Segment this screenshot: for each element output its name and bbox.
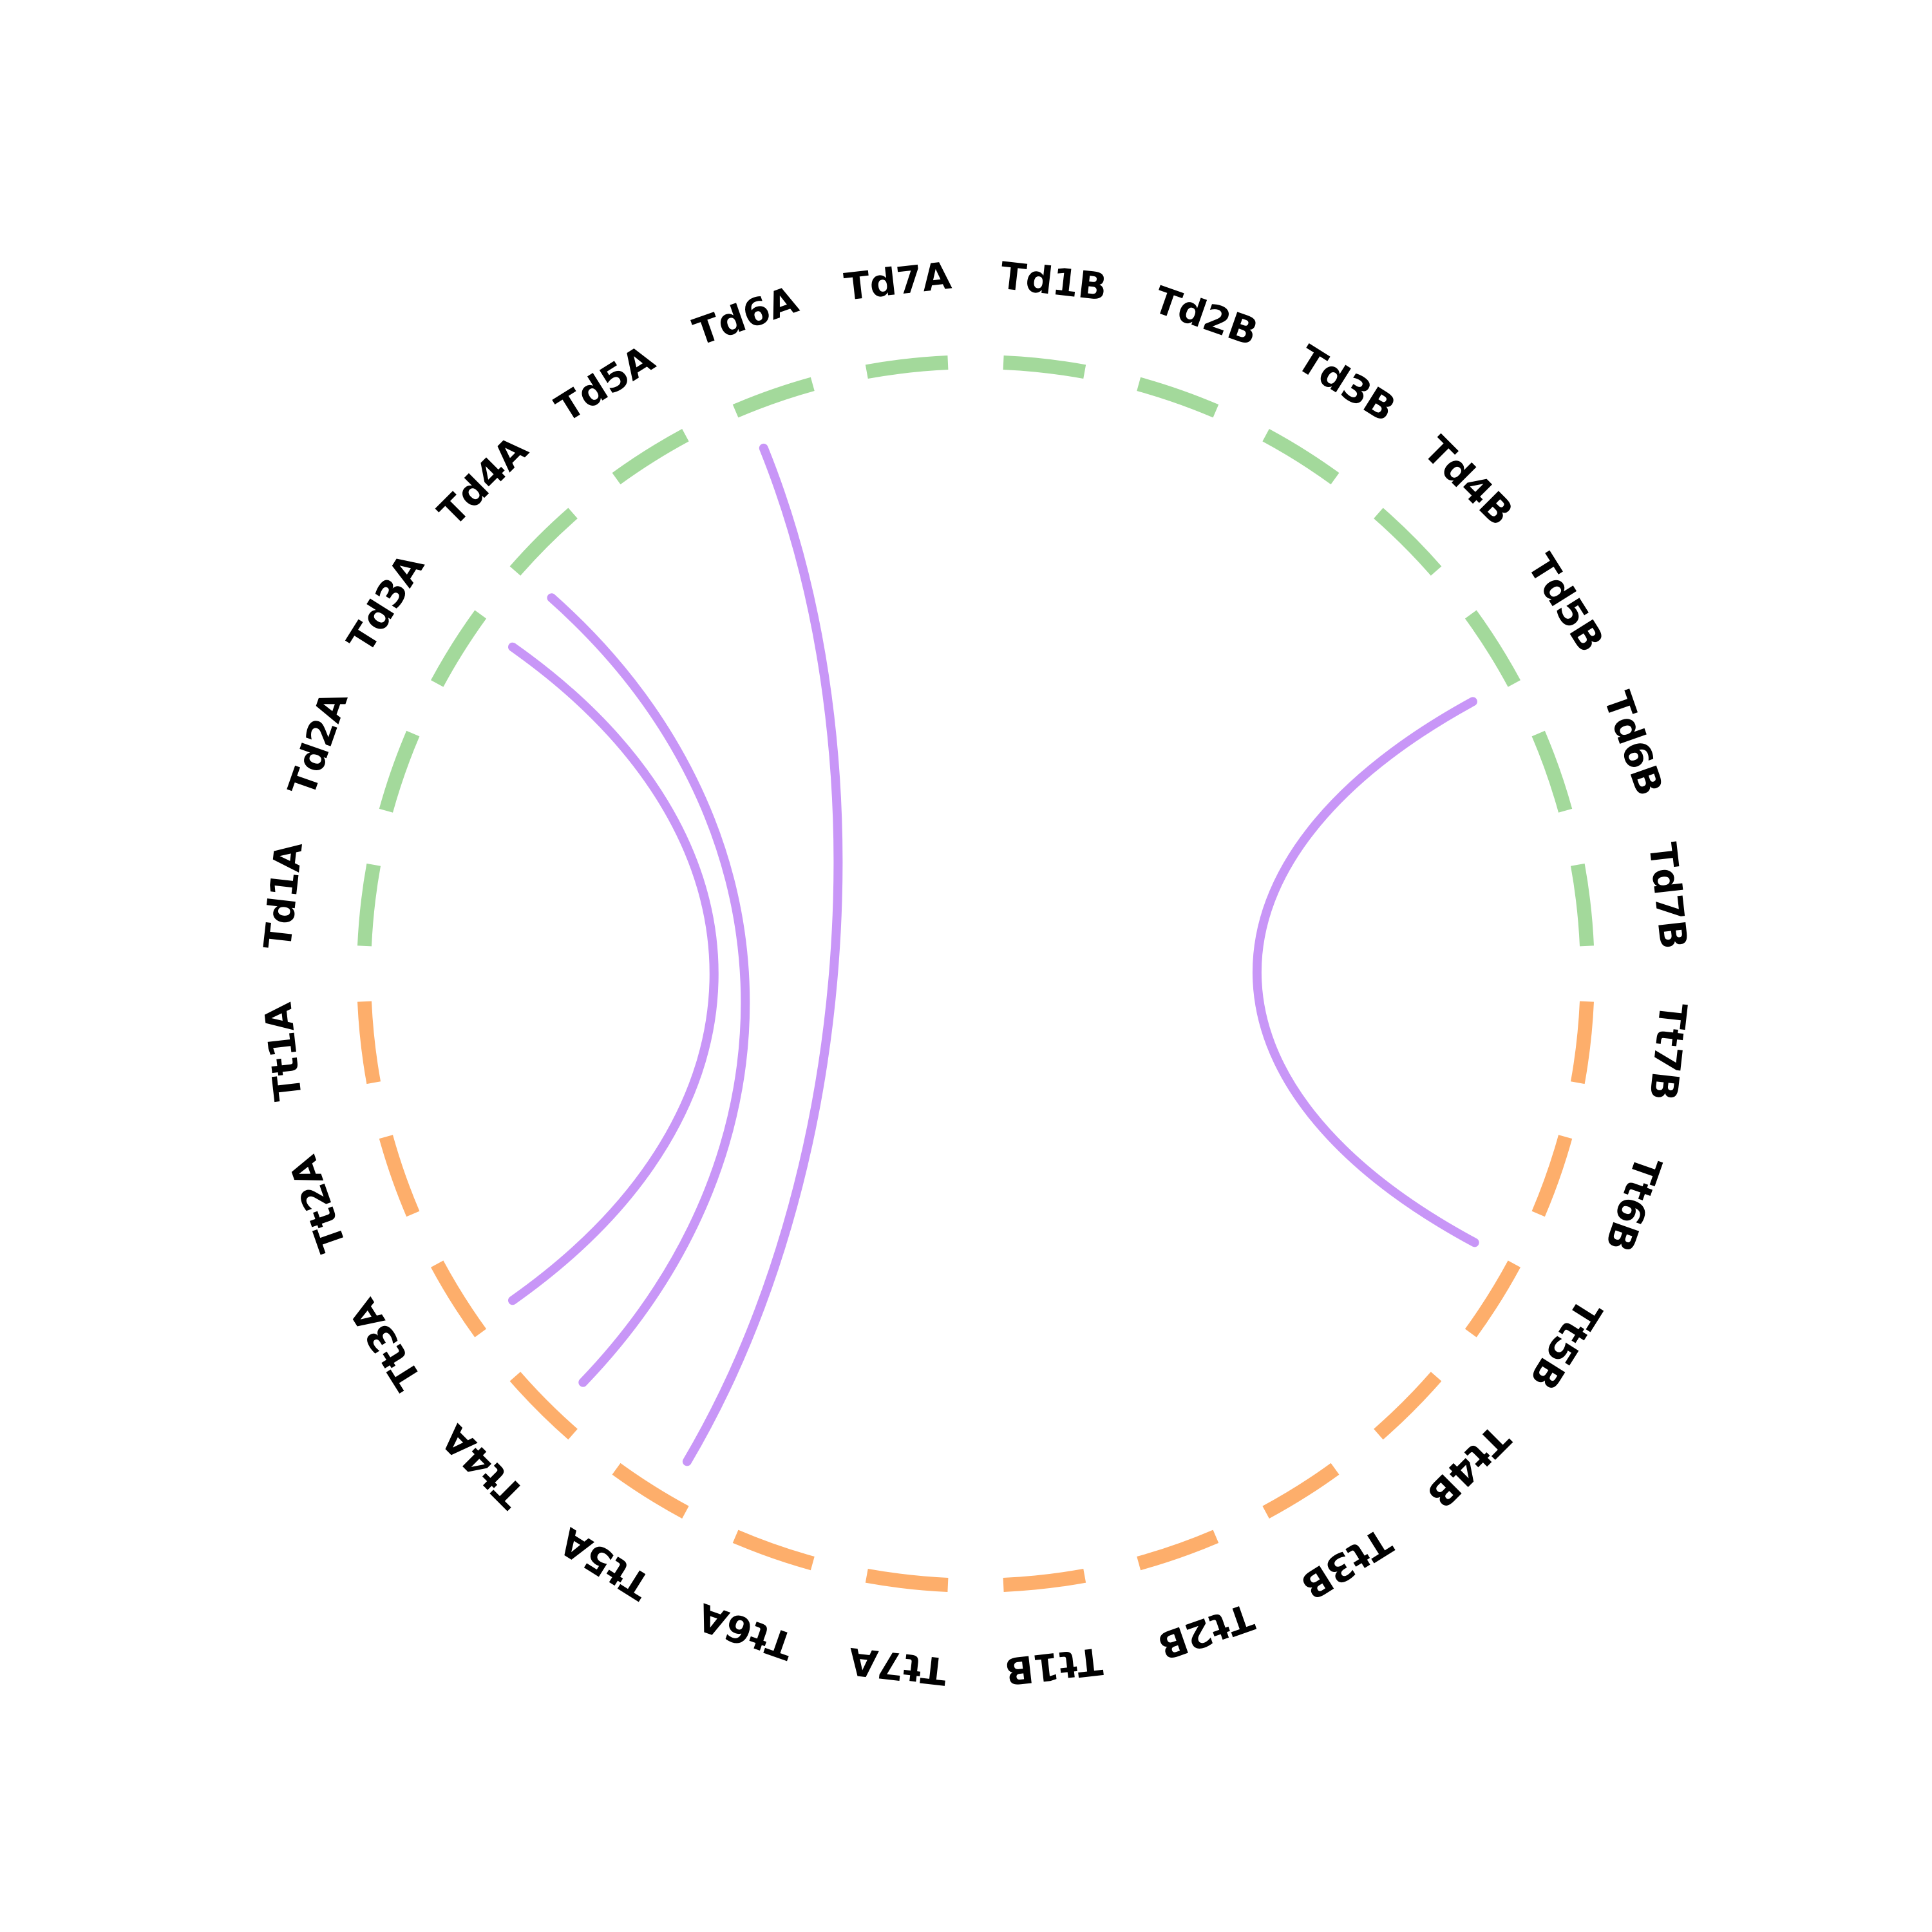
segment-label-td4a: Td4A (430, 428, 536, 535)
segment-arc-tt6b (1531, 1135, 1573, 1217)
segment-arc-tt1a (357, 1001, 381, 1084)
segment-arc-tt3a (431, 1260, 487, 1338)
segment-arc-td2b (1137, 377, 1219, 418)
segment-label-td7a: Td7A (842, 254, 953, 309)
segment-arc-tt5a (612, 1463, 689, 1519)
link-td6a-tt5a (682, 443, 843, 1466)
segment-arc-tt1b (1003, 1568, 1086, 1592)
segment-arc-tt2b (1137, 1530, 1219, 1571)
segment-arc-td1b (1003, 355, 1086, 379)
segment-label-td1b: Td1B (998, 254, 1109, 309)
segment-label-tt6b: Tt6B (1596, 1151, 1670, 1258)
segment-arc-tt4a (509, 1372, 578, 1440)
segment-label-tt3a: Tt3A (341, 1291, 430, 1397)
segment-label-td6b: Td6B (1595, 686, 1672, 801)
segment-label-td5a: Td5A (548, 337, 662, 431)
segment-label-td3b: Td3B (1289, 337, 1403, 431)
segment-arc-tt5b (1464, 1260, 1520, 1338)
segment-arc-td1a (357, 863, 381, 947)
segment-label-td2a: Td2A (279, 686, 356, 802)
segment-label-td5b: Td5B (1519, 546, 1613, 659)
segment-arc-td3a (431, 610, 487, 687)
segment-label-td3a: Td3A (339, 546, 433, 660)
segment-label-tt1b: Tt1B (1003, 1639, 1105, 1694)
segment-arc-td4a (509, 507, 578, 576)
segment-arc-tt6a (732, 1530, 815, 1571)
segment-label-td4b: Td4B (1415, 428, 1521, 534)
segment-arc-td6b (1531, 730, 1573, 813)
segment-arc-td3b (1262, 429, 1340, 485)
segment-arc-td7b (1570, 863, 1594, 947)
link-td5b-tt5b (1252, 697, 1479, 1247)
segment-label-tt2b: Tt2B (1153, 1595, 1260, 1668)
segment-label-td7b: Td7B (1640, 840, 1696, 951)
segment-arcs (357, 355, 1594, 1592)
segment-arc-td5b (1464, 610, 1520, 687)
segment-arc-td5a (612, 429, 689, 485)
segment-label-tt3b: Tt3B (1293, 1519, 1399, 1608)
segment-label-tt4b: Tt4B (1418, 1416, 1518, 1516)
link-td3a-tt3a (508, 642, 719, 1305)
segment-label-tt5a: Tt5A (552, 1519, 658, 1609)
segment-arc-tt7a (865, 1568, 949, 1592)
segment-label-tt1a: Tt1A (256, 1000, 310, 1103)
segment-arc-tt3b (1262, 1463, 1340, 1519)
segment-arc-td4b (1374, 507, 1442, 576)
segment-label-td6a: Td6A (688, 278, 804, 354)
segment-arc-tt2a (379, 1135, 420, 1217)
segment-label-tt7a: Tt7A (846, 1639, 949, 1694)
synteny-links (508, 443, 1479, 1466)
segment-label-td1a: Td1A (256, 840, 311, 951)
segment-label-tt2a: Tt2A (281, 1150, 355, 1258)
segment-label-tt6a: Tt6A (692, 1595, 799, 1669)
link-td4a-tt4a (547, 593, 750, 1387)
segment-arc-tt4b (1374, 1372, 1442, 1440)
segment-arc-td2a (379, 730, 420, 813)
segment-label-tt7b: Tt7B (1641, 1001, 1696, 1103)
segment-arc-td6a (732, 377, 815, 418)
segment-label-td2b: Td2B (1148, 278, 1264, 354)
segment-label-tt5b: Tt5B (1521, 1291, 1610, 1397)
segment-arc-tt7b (1570, 1001, 1594, 1084)
segment-label-tt4a: Tt4A (433, 1416, 533, 1517)
segment-arc-td7a (865, 355, 949, 379)
